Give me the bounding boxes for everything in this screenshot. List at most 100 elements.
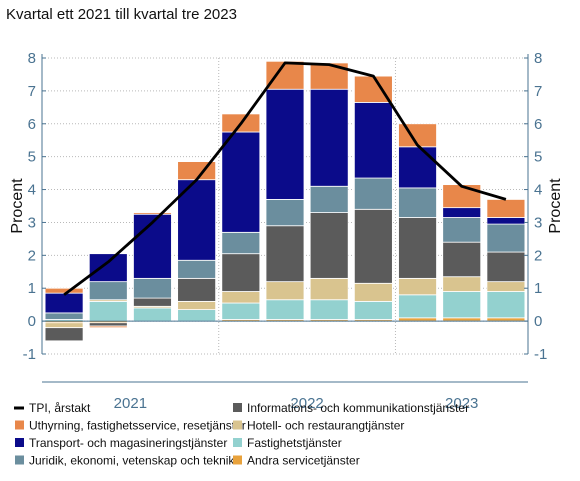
- bar-segment: [398, 217, 437, 279]
- legend-label: TPI, årstakt: [29, 401, 91, 415]
- bar-segment: [398, 187, 437, 218]
- bar-segment: [44, 322, 84, 329]
- bar-segment: [442, 241, 482, 278]
- bar-segment: [353, 300, 393, 320]
- bar-segment: [133, 212, 172, 215]
- y-tick-label-right: 5: [534, 149, 542, 166]
- bar-segment: [398, 294, 437, 319]
- y-tick-label-right: 7: [534, 83, 542, 100]
- bar-segment: [177, 259, 217, 279]
- y-tick-label-left: 4: [28, 182, 36, 199]
- chart-title: Kvartal ett 2021 till kvartal tre 2023: [6, 6, 237, 23]
- y-tick-label-left: 0: [28, 313, 36, 330]
- legend-swatch: [233, 455, 242, 465]
- y-axis-title-right: Procent: [547, 178, 564, 234]
- bar-segment: [309, 299, 349, 320]
- year-label: 2023: [445, 395, 478, 412]
- bar-segment: [221, 291, 261, 304]
- legend-swatch: [15, 420, 24, 430]
- bar-segment: [309, 212, 349, 279]
- legend-label: Informations- och kommunikationstjänster: [247, 401, 469, 415]
- bar-segment: [265, 225, 305, 283]
- y-axis-title-left: Procent: [9, 178, 26, 234]
- y-tick-label-right: 1: [534, 280, 542, 297]
- bar-segment: [221, 231, 261, 255]
- legend-label: Fastighetstjänster: [247, 436, 342, 450]
- bar-segment: [309, 277, 349, 301]
- bar-segment: [88, 281, 128, 301]
- year-label: 2022: [290, 395, 323, 412]
- legend-label: Hotell- och restaurangtjänster: [247, 419, 404, 433]
- bar-segment: [88, 300, 128, 322]
- bar-segment: [486, 281, 526, 292]
- bar-segment: [265, 281, 305, 301]
- y-tick-label-right: 8: [534, 50, 542, 67]
- bar-segment: [309, 185, 349, 213]
- bar-segment: [133, 307, 172, 322]
- bar-segment: [177, 300, 217, 310]
- bar-segment: [486, 251, 526, 283]
- y-tick-label-right: 2: [534, 247, 542, 264]
- legend-label: Uthyrning, fastighetsservice, resetjänst…: [29, 419, 246, 433]
- bar-segment: [353, 177, 393, 210]
- bar-segment: [133, 213, 172, 279]
- legend-swatch: [233, 403, 242, 412]
- y-tick-label-right: 3: [534, 214, 542, 231]
- bar-segment: [44, 292, 84, 314]
- bar-segment: [221, 302, 261, 320]
- bar-segment: [486, 199, 526, 218]
- y-tick-label-left: 1: [28, 280, 36, 297]
- bar-segment: [88, 322, 128, 327]
- y-tick-label-left: 6: [28, 116, 36, 133]
- y-tick-label-right: 4: [534, 182, 542, 199]
- bar-segment: [309, 88, 349, 187]
- bar-segment: [486, 217, 526, 225]
- bar-segment: [442, 207, 482, 218]
- bar-segment: [44, 287, 84, 294]
- bar-segment: [177, 277, 217, 302]
- bar-segment: [353, 102, 393, 179]
- y-tick-label-left: 8: [28, 50, 36, 67]
- bar-segment: [442, 184, 482, 209]
- bar-segment: [265, 88, 305, 200]
- bar-segment: [398, 277, 437, 296]
- y-tick-label-left: 3: [28, 214, 36, 231]
- legend-swatch: [15, 438, 24, 447]
- y-tick-label-right: -1: [534, 346, 547, 363]
- bar-segment: [398, 146, 437, 189]
- bar-segment: [44, 312, 84, 320]
- legend-label: Juridik, ekonomi, vetenskap och teknik: [29, 454, 235, 468]
- bar-segment: [44, 327, 84, 342]
- legend-label: Andra servicetjänster: [247, 454, 360, 468]
- legend-swatch: [15, 455, 24, 465]
- tpi-line: [63, 61, 507, 296]
- bar-segment: [265, 199, 305, 227]
- year-label: 2021: [114, 395, 147, 412]
- y-tick-label-right: 6: [534, 116, 542, 133]
- bar-segment: [265, 299, 305, 320]
- legend-swatch: [233, 438, 242, 447]
- y-tick-label-left: -1: [23, 346, 36, 363]
- bar-segment: [353, 282, 393, 302]
- bar-segment: [353, 208, 393, 284]
- bar-segment: [221, 131, 261, 233]
- legend-label: Transport- och magasineringstjänster: [29, 436, 227, 450]
- bar-segment: [88, 325, 128, 329]
- bar-segment: [133, 277, 172, 299]
- bar-segment: [442, 276, 482, 292]
- bar-segment: [442, 217, 482, 243]
- bar-segment: [265, 60, 305, 90]
- bar-segment: [442, 291, 482, 319]
- bar-segment: [177, 309, 217, 322]
- bar-segment: [88, 253, 128, 283]
- bar-segment: [486, 291, 526, 319]
- y-tick-label-left: 2: [28, 247, 36, 264]
- y-tick-label-left: 5: [28, 149, 36, 166]
- bar-segment: [221, 253, 261, 292]
- bar-segment: [133, 297, 172, 307]
- y-tick-label-left: 7: [28, 83, 36, 100]
- bar-segment: [486, 223, 526, 253]
- legend-swatch: [233, 420, 242, 430]
- y-tick-label-right: 0: [534, 313, 542, 330]
